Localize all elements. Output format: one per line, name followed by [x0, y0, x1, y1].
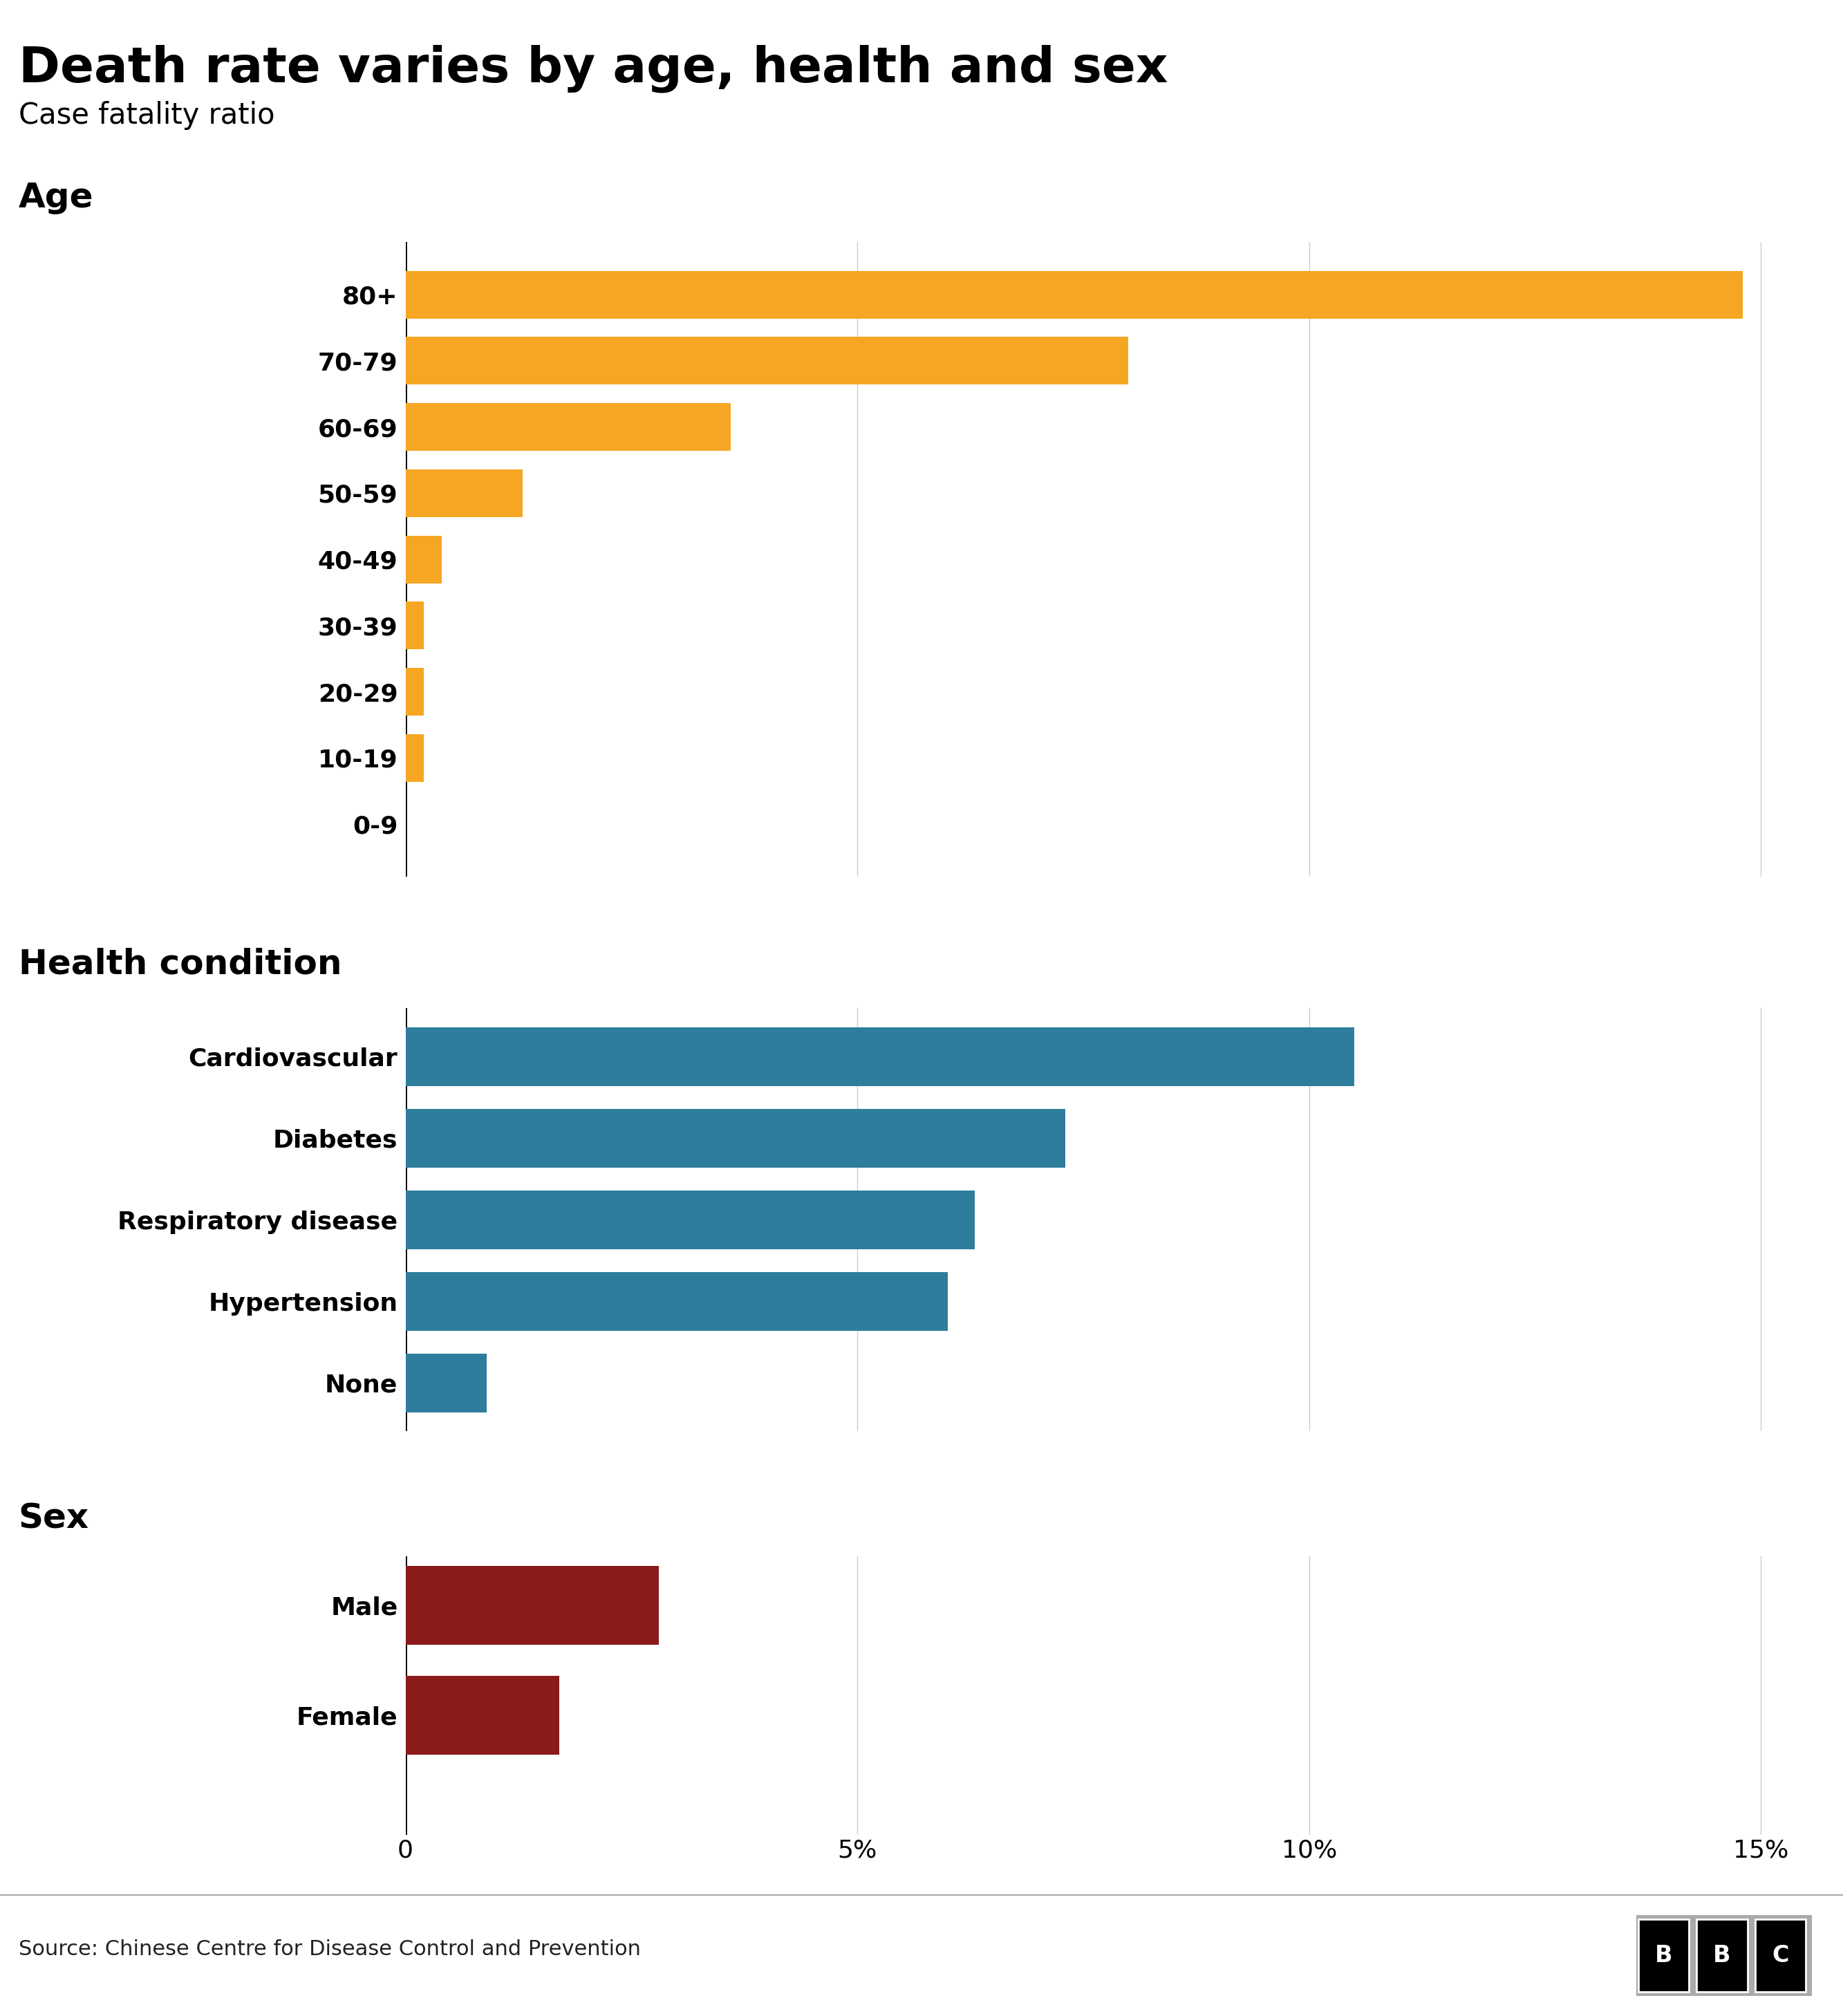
Text: Health condition: Health condition: [18, 948, 341, 980]
Bar: [405, 1566, 658, 1645]
Text: Death rate varies by age, health and sex: Death rate varies by age, health and sex: [18, 44, 1168, 93]
Text: Source: Chinese Centre for Disease Control and Prevention: Source: Chinese Centre for Disease Contr…: [18, 1939, 641, 1960]
FancyBboxPatch shape: [1697, 1919, 1747, 1992]
Bar: [405, 337, 1128, 385]
Text: B: B: [1714, 1943, 1731, 1968]
Bar: [405, 403, 732, 452]
Text: Case fatality ratio: Case fatality ratio: [18, 101, 275, 129]
Bar: [405, 1189, 975, 1250]
FancyBboxPatch shape: [1638, 1919, 1690, 1992]
Bar: [405, 1109, 1065, 1167]
Text: Sex: Sex: [18, 1502, 88, 1534]
Bar: [405, 1028, 1355, 1087]
Bar: [405, 1272, 947, 1331]
Text: B: B: [1655, 1943, 1673, 1968]
Bar: [405, 1675, 558, 1754]
Text: Age: Age: [18, 181, 94, 214]
Bar: [405, 667, 424, 716]
Bar: [405, 270, 1743, 319]
FancyBboxPatch shape: [1755, 1919, 1806, 1992]
Bar: [405, 470, 523, 516]
Bar: [405, 536, 442, 583]
Text: C: C: [1771, 1943, 1790, 1968]
Bar: [405, 734, 424, 782]
Bar: [405, 1353, 487, 1411]
Bar: [405, 603, 424, 649]
